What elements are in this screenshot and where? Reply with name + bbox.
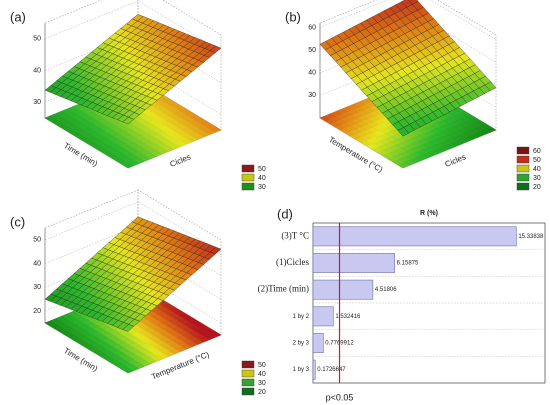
panel-label: (d): [277, 206, 293, 221]
bar: [312, 359, 316, 380]
legend-label: 30: [533, 175, 541, 182]
y-axis-label: Cicles: [169, 152, 193, 169]
legend-swatch: [241, 182, 255, 191]
category-label: 1 by 2: [293, 314, 310, 320]
legend-label: 20: [258, 389, 266, 396]
legend-label: 30: [258, 184, 266, 191]
data-label: 15.33838: [518, 234, 544, 240]
z-tick-label: 50: [33, 237, 41, 244]
z-tick-label: 20: [33, 308, 41, 315]
data-label: 0.1726647: [317, 367, 346, 373]
floor-contour: [209, 331, 222, 338]
category-label: (1)Cicles: [276, 257, 309, 267]
data-label: 4.51806: [375, 287, 397, 293]
panel-label: (b): [285, 9, 301, 24]
chart-title: R (%): [420, 210, 438, 217]
z-tick-label: 30: [308, 92, 316, 99]
legend-swatch: [241, 173, 255, 182]
legend-swatch: [516, 164, 530, 173]
panel-label: (c): [10, 214, 25, 229]
legend-swatch: [516, 173, 530, 182]
surface-cell: [122, 116, 135, 125]
legend-label: 30: [258, 380, 266, 387]
z-tick-label: 30: [33, 284, 41, 291]
z-tick-label: 30: [33, 99, 41, 106]
data-label: 1.532416: [335, 314, 361, 320]
z-tick-label: 40: [33, 260, 41, 267]
z-tick-label: 50: [308, 47, 316, 54]
legend-label: 40: [533, 166, 541, 173]
legend-label: 50: [258, 362, 266, 369]
legend-swatch: [516, 146, 530, 155]
legend-swatch: [241, 369, 255, 378]
floor-contour: [484, 126, 497, 133]
plot-frame: [312, 222, 546, 384]
category-label: 2 by 3: [293, 341, 310, 347]
bar: [312, 279, 374, 300]
category-label: (3)T °C: [281, 230, 309, 240]
data-label: 6.15875: [397, 261, 419, 267]
z-tick-label: 40: [308, 70, 316, 77]
category-label: (2)Time (min): [258, 284, 309, 294]
annotation: p<0.05: [326, 392, 354, 402]
grid-line: [44, 201, 222, 253]
y-axis-label: Cicles: [444, 152, 468, 169]
bar: [312, 226, 517, 247]
legend-label: 50: [258, 166, 266, 173]
floor-contour: [209, 126, 222, 133]
grid-line: [44, 0, 222, 52]
legend-label: 60: [533, 148, 541, 155]
surface-cell: [397, 127, 410, 137]
z-tick-label: 50: [33, 36, 41, 43]
z-tick-label: 40: [33, 67, 41, 74]
surface-cell: [122, 324, 135, 332]
legend-label: 20: [533, 184, 541, 191]
legend-label: 40: [258, 175, 266, 182]
legend-label: 40: [258, 371, 266, 378]
bar: [312, 253, 395, 273]
bar: [312, 333, 324, 353]
category-label: 1 by 3: [293, 367, 310, 373]
legend-swatch: [516, 155, 530, 164]
legend-swatch: [241, 164, 255, 173]
legend-swatch: [241, 387, 255, 396]
legend-label: 50: [533, 157, 541, 164]
panel-label: (a): [10, 9, 26, 24]
legend-swatch: [516, 182, 530, 191]
legend-swatch: [241, 360, 255, 369]
legend-swatch: [241, 378, 255, 387]
bar: [312, 306, 334, 327]
grid-line: [319, 0, 497, 40]
z-tick-label: 60: [308, 24, 316, 31]
